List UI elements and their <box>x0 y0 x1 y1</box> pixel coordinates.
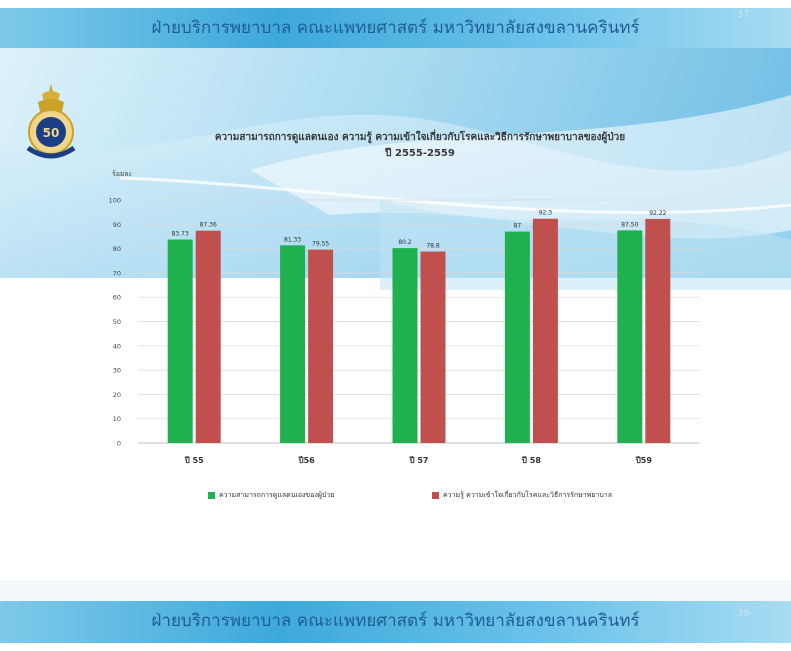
data-label: 87.50 <box>621 221 638 228</box>
legend-swatch-green <box>208 492 215 499</box>
bar <box>645 218 671 443</box>
data-label: 80.2 <box>398 239 412 246</box>
y-tick-label: 40 <box>113 342 121 350</box>
data-label: 87 <box>514 223 522 230</box>
footer-bar: ฝ่ายบริการพยาบาล คณะแพทยศาสตร์ มหาวิทยาล… <box>0 601 791 643</box>
x-tick-label: ปี 55 <box>184 455 204 465</box>
data-label: 92.3 <box>539 210 553 217</box>
bar <box>195 230 221 443</box>
data-label: 81.33 <box>284 236 301 243</box>
legend-label: ความรู้ ความเข้าใจเกี่ยวกับโรคและวิธีการ… <box>443 491 613 499</box>
bar <box>504 231 530 443</box>
university-logo: 50 <box>26 84 76 159</box>
x-tick-label: ปี 57 <box>409 455 429 465</box>
chart-title: ความสามารถการดูแลตนเอง ความรู้ ความเข้าใ… <box>214 132 626 143</box>
y-tick-label: 90 <box>113 221 121 229</box>
data-label: 78.8 <box>426 243 440 250</box>
data-labels: 83.73 87.36 81.33 79.55 80.2 78.8 87 92.3 87.50 9… <box>172 210 667 250</box>
chart-title-block: ความสามารถการดูแลตนเอง ความรู้ ความเข้าใ… <box>120 130 720 162</box>
bar <box>167 239 193 443</box>
bar <box>280 245 306 443</box>
legend-item-series-1: ความสามารถการดูแลตนเองของผู้ป่วย <box>208 490 335 501</box>
x-tick-label: ปี59 <box>635 455 652 465</box>
y-tick-label: 50 <box>113 318 121 326</box>
axes: ร้อยละ 0 10 20 30 40 50 60 70 80 90 100 ปี 55 ปี56 ปี … <box>109 170 700 465</box>
bar <box>308 249 334 443</box>
y-tick-label: 70 <box>113 269 121 277</box>
header-title: ฝ่ายบริการพยาบาล คณะแพทยศาสตร์ มหาวิทยาล… <box>151 18 640 38</box>
legend-item-series-2: ความรู้ ความเข้าใจเกี่ยวกับโรคและวิธีการ… <box>432 490 612 501</box>
bar <box>420 251 446 443</box>
data-label: 92.22 <box>649 210 666 217</box>
header-page-number: 37 <box>737 10 749 20</box>
bars <box>167 218 671 443</box>
footer-title: ฝ่ายบริการพยาบาล คณะแพทยศาสตร์ มหาวิทยาล… <box>151 611 640 631</box>
grid-lines <box>138 199 700 444</box>
svg-text:50: 50 <box>43 126 60 140</box>
chart-legend: ความสามารถการดูแลตนเองของผู้ป่วย ความรู้… <box>200 490 640 504</box>
chart-subtitle: ปี 2555-2559 <box>385 148 455 159</box>
y-tick-label: 30 <box>113 367 121 375</box>
x-tick-label: ปี56 <box>298 455 315 465</box>
legend-label: ความสามารถการดูแลตนเองของผู้ป่วย <box>219 491 335 499</box>
legend-swatch-red <box>432 492 439 499</box>
data-label: 87.36 <box>200 222 217 229</box>
x-tick-label: ปี 58 <box>521 455 541 465</box>
bar <box>532 218 558 443</box>
footer-page-number: 39 <box>737 609 749 619</box>
y-tick-label: 80 <box>113 245 121 253</box>
data-label: 79.55 <box>312 241 329 248</box>
bar <box>392 248 418 443</box>
y-tick-label: 100 <box>109 197 121 205</box>
y-axis-label: ร้อยละ <box>112 170 132 178</box>
y-tick-label: 20 <box>113 391 121 399</box>
bar <box>617 230 643 443</box>
y-tick-label: 0 <box>117 440 121 448</box>
data-label: 83.73 <box>172 231 189 238</box>
y-tick-label: 10 <box>113 415 121 423</box>
y-tick-label: 60 <box>113 294 121 302</box>
header-bar: ฝ่ายบริการพยาบาล คณะแพทยศาสตร์ มหาวิทยาล… <box>0 8 791 48</box>
